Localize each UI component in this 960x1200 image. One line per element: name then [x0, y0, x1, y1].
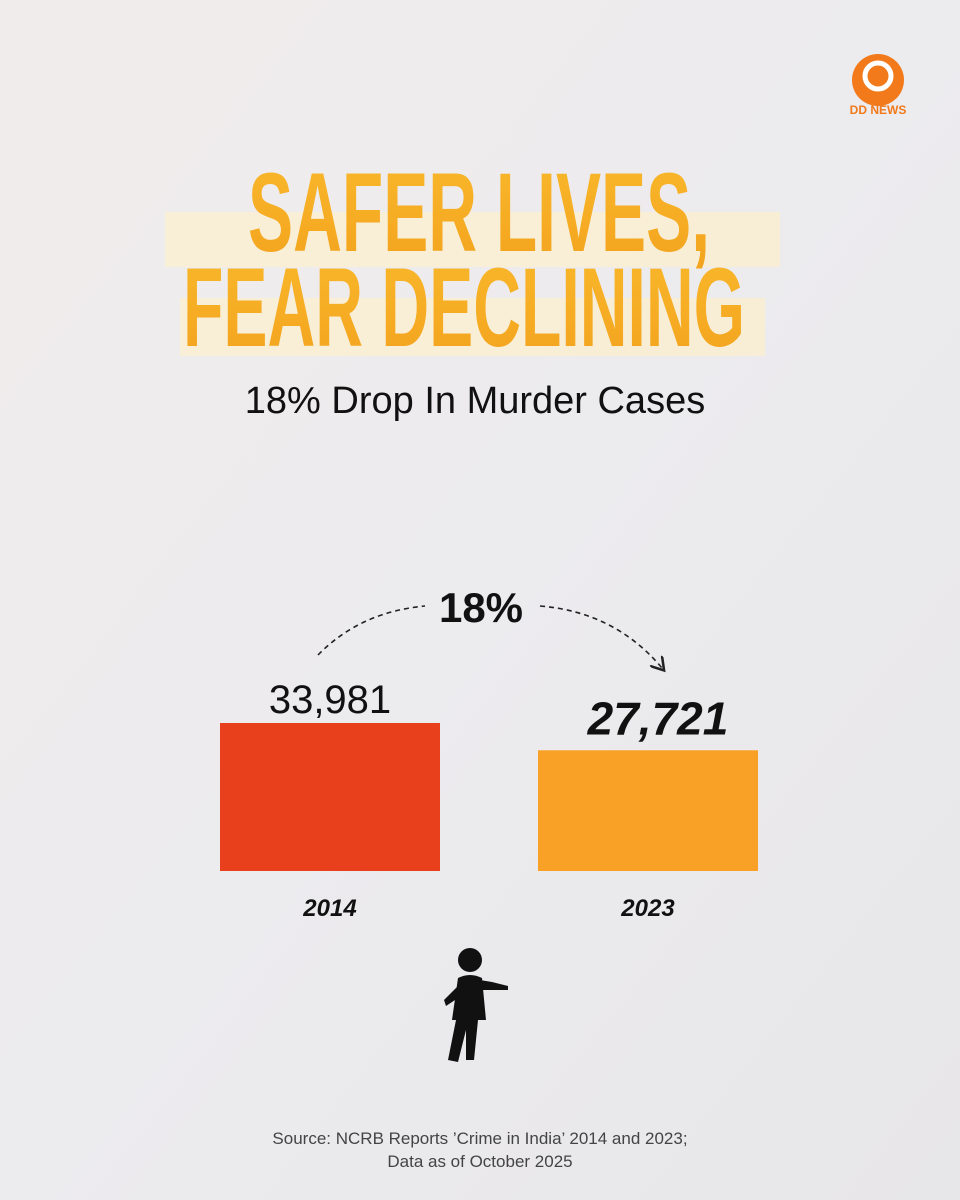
chart-title: FEAR DECLINING: [183, 245, 745, 370]
source-note: Source: NCRB Reports ’Crime in India’ 20…: [272, 1129, 687, 1148]
category-label: 2014: [302, 895, 356, 922]
value-label: 27,721: [587, 692, 729, 744]
title-highlight: [180, 298, 765, 356]
change-annotation: 18%: [439, 584, 523, 631]
title-highlight: [165, 212, 780, 267]
chart-title: SAFER LIVES,: [248, 150, 710, 275]
person-icon: [444, 948, 508, 1062]
chart-subtitle: 18% Drop In Murder Cases: [245, 380, 705, 422]
logo: DD NEWS: [850, 54, 907, 117]
bar: [220, 723, 440, 871]
change-arrow: [317, 605, 426, 656]
source-note: Data as of October 2025: [387, 1152, 572, 1171]
bar: [538, 750, 758, 871]
logo-mark: [862, 60, 894, 92]
logo-circle: [852, 54, 904, 106]
logo-text: DD NEWS: [850, 103, 907, 117]
category-label: 2023: [620, 895, 675, 922]
value-label: 33,981: [269, 678, 391, 722]
